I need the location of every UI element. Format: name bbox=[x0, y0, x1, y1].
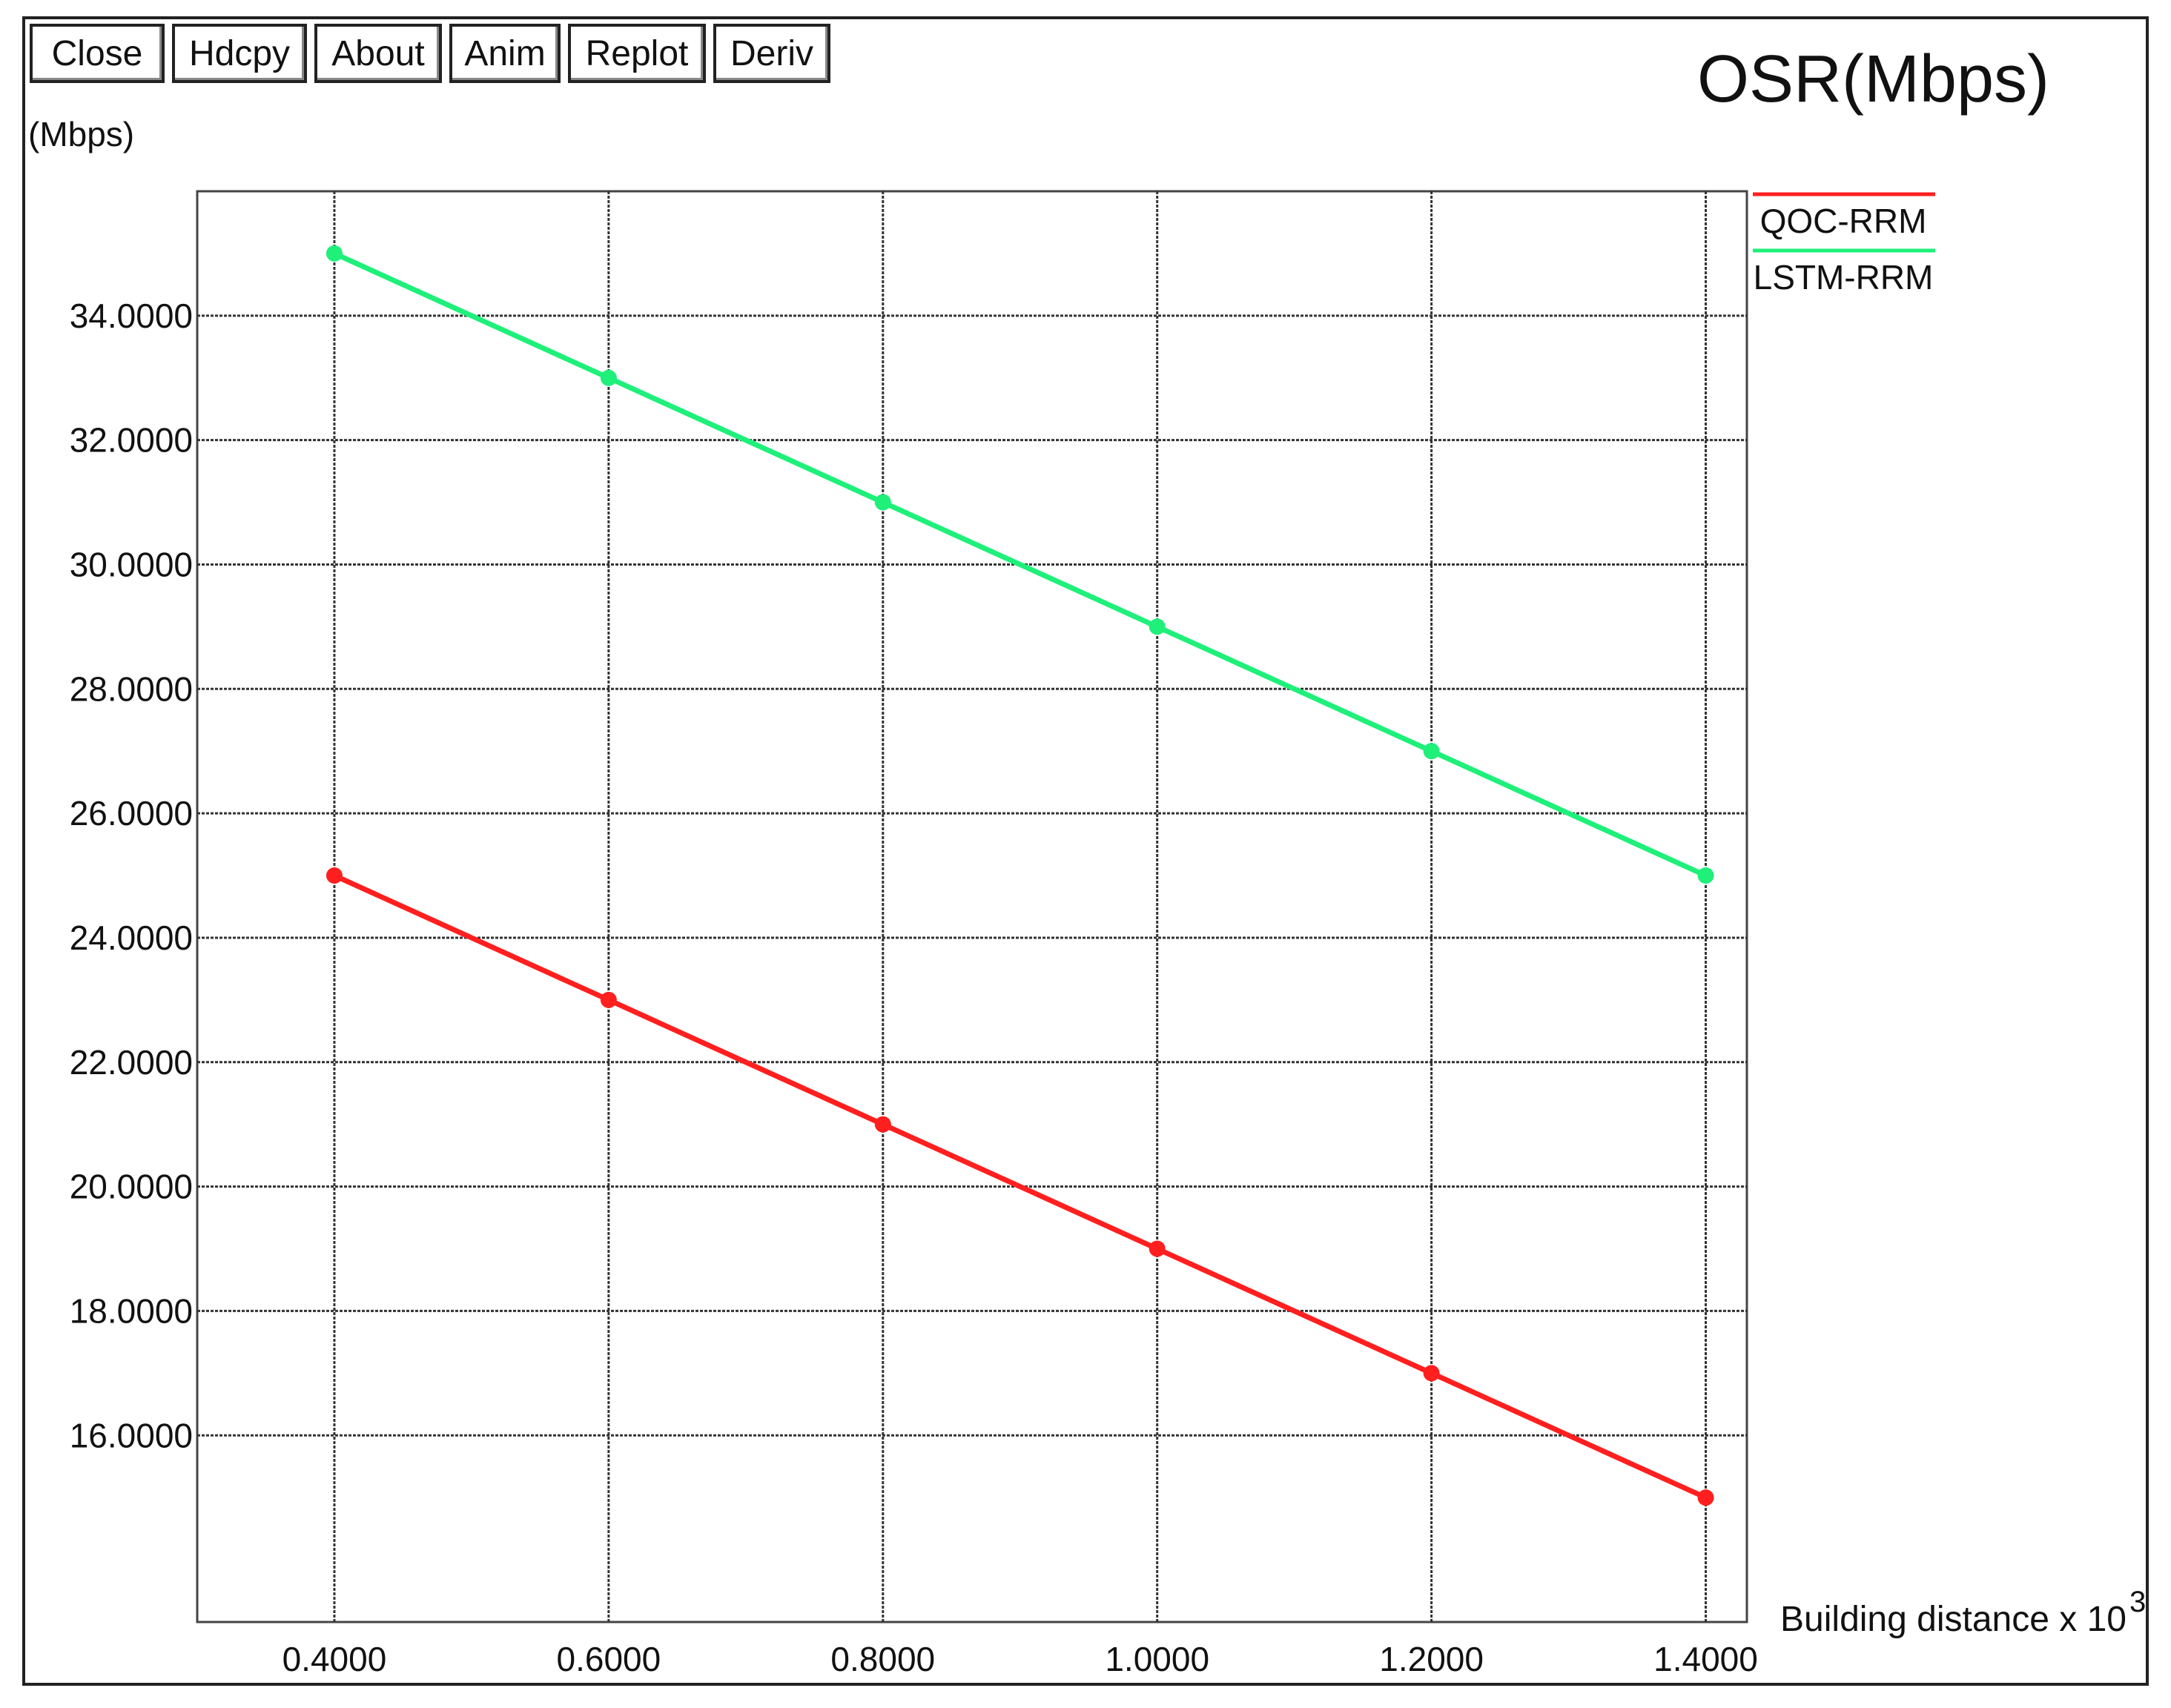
y-tick-label: 22.0000 bbox=[70, 1043, 193, 1082]
y-tick-label: 32.0000 bbox=[70, 421, 193, 460]
x-axis-label-exponent: 3 bbox=[2129, 1586, 2146, 1618]
y-tick-label: 20.0000 bbox=[70, 1168, 193, 1206]
legend-label: QOC-RRM bbox=[1760, 202, 1927, 240]
data-point bbox=[1149, 1240, 1166, 1257]
y-tick-label: 24.0000 bbox=[70, 918, 193, 957]
y-tick-label: 26.0000 bbox=[70, 794, 193, 833]
anim-button[interactable]: Anim bbox=[449, 24, 561, 83]
data-point bbox=[600, 991, 617, 1008]
y-tick-label: 30.0000 bbox=[70, 545, 193, 583]
legend-label: LSTM-RRM bbox=[1754, 258, 1934, 297]
y-tick-label: 34.0000 bbox=[70, 297, 193, 335]
y-axis-label: (Mbps) bbox=[28, 115, 135, 153]
y-tick-label: 18.0000 bbox=[70, 1291, 193, 1330]
data-point bbox=[1149, 618, 1166, 635]
x-axis-label: Building distance x 10 bbox=[1780, 1600, 2127, 1639]
x-tick-label: 0.8000 bbox=[830, 1640, 935, 1678]
y-tick-label: 16.0000 bbox=[70, 1416, 193, 1454]
data-point bbox=[874, 1116, 891, 1133]
about-button[interactable]: About bbox=[314, 24, 442, 83]
series-line-qoc-rrm bbox=[333, 873, 1707, 1500]
x-tick-label: 0.6000 bbox=[557, 1640, 661, 1678]
plot-window: Close Hdcpy About Anim Replot Deriv OSR(… bbox=[22, 16, 2149, 1686]
data-point bbox=[1423, 743, 1440, 760]
data-point bbox=[326, 867, 343, 884]
replot-button[interactable]: Replot bbox=[568, 24, 706, 83]
data-point bbox=[1697, 1489, 1714, 1506]
hdcpy-button[interactable]: Hdcpy bbox=[172, 24, 307, 83]
x-tick-label: 1.2000 bbox=[1379, 1640, 1484, 1678]
x-tick-label: 1.0000 bbox=[1105, 1640, 1209, 1678]
plot-area bbox=[196, 190, 1748, 1623]
data-point bbox=[600, 369, 617, 386]
x-tick-label: 1.4000 bbox=[1653, 1640, 1758, 1678]
data-point bbox=[874, 494, 891, 511]
data-point bbox=[326, 245, 343, 262]
series-line-lstm-rrm bbox=[333, 251, 1707, 878]
x-tick-label: 0.4000 bbox=[282, 1640, 387, 1678]
close-button[interactable]: Close bbox=[30, 24, 165, 83]
data-point bbox=[1423, 1365, 1440, 1382]
data-point bbox=[1697, 867, 1714, 884]
toolbar: Close Hdcpy About Anim Replot Deriv bbox=[30, 24, 830, 83]
chart-title: OSR(Mbps) bbox=[1696, 42, 2049, 116]
deriv-button[interactable]: Deriv bbox=[713, 24, 830, 83]
y-tick-label: 28.0000 bbox=[70, 669, 193, 708]
